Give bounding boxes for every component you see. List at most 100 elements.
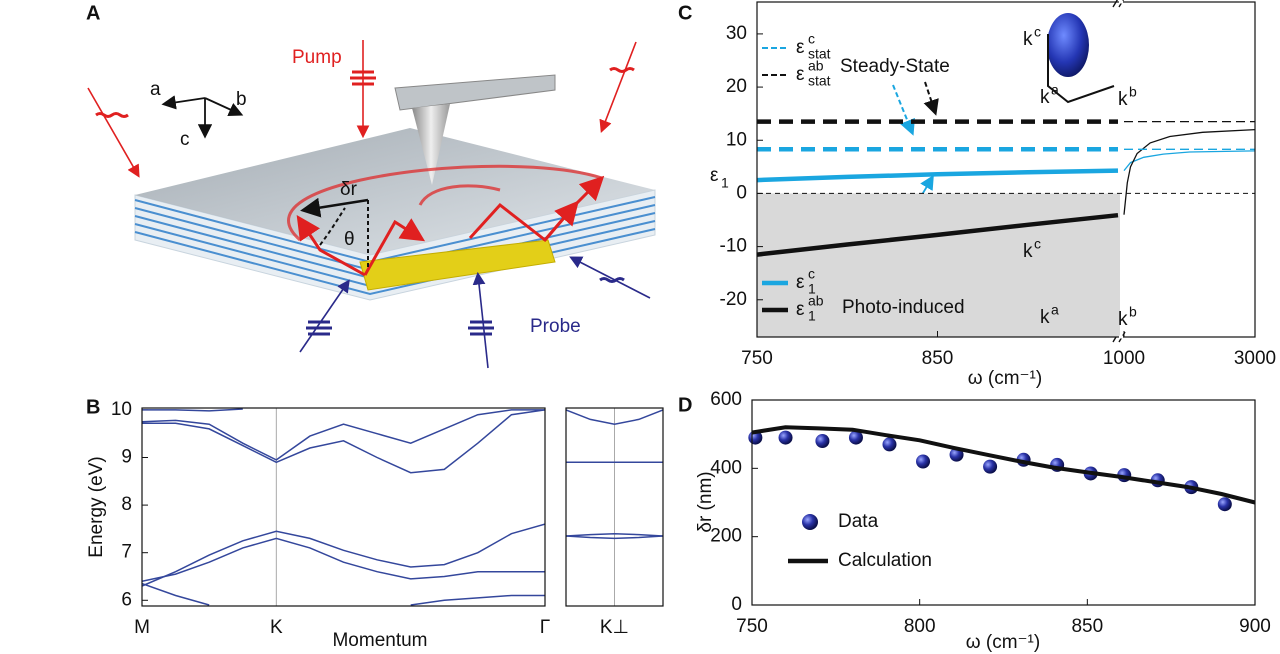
y-tick-label: 0 [731, 594, 742, 615]
axis-b-label: b [236, 89, 247, 110]
series-line [752, 425, 1255, 505]
panel-c [757, 119, 1255, 337]
inset-axis-label-sup: c [1034, 24, 1041, 40]
series-line [566, 532, 663, 537]
x-axis-label: ω (cm⁻¹) [968, 368, 1042, 389]
x-tick-label: Γ [540, 617, 550, 638]
inset-axis-label-sup: a [1051, 302, 1059, 318]
data-point [815, 434, 830, 448]
plot-frame [141, 407, 546, 607]
y-tick-label: 7 [121, 542, 132, 563]
x-tick-label: K [270, 617, 283, 638]
legend-label: ε [796, 299, 805, 320]
y-tick-label: 400 [710, 457, 742, 478]
probe-beams [299, 256, 651, 369]
data-point [916, 454, 931, 469]
panel-label: A [86, 2, 100, 24]
y-tick-label: 8 [121, 494, 132, 515]
y-tick-label: 6 [121, 589, 132, 610]
series-line [1123, 150, 1255, 172]
x-tick-label: 3000 [1234, 348, 1276, 369]
data-point [882, 437, 897, 452]
x-axis-label: Momentum [332, 630, 427, 651]
inset-axis-label-sup: b [1129, 304, 1137, 320]
series-line [566, 535, 663, 540]
y-tick-label: -20 [720, 289, 747, 310]
inset-axes [1047, 34, 1115, 104]
y-tick-label: 600 [710, 389, 742, 410]
x-tick-label: 750 [741, 348, 773, 369]
inset-axis-label-sup: b [1129, 84, 1137, 100]
data-point [778, 430, 793, 445]
legend-marker [802, 514, 818, 530]
x-tick-label: M [134, 617, 150, 638]
x-tick-label: K⊥ [600, 617, 629, 638]
tip [394, 74, 556, 185]
theta-label: θ [344, 229, 355, 250]
y-axis-label: δr (nm) [695, 471, 716, 532]
inset-axis-label: k [1118, 89, 1128, 110]
inset-axis-label-sup: a [1051, 82, 1059, 98]
x-tick-label: 750 [736, 616, 768, 637]
annotation: Photo-induced [842, 297, 965, 318]
series-line [757, 168, 1119, 183]
data-point [983, 459, 998, 474]
legend-label-sup: c [808, 266, 815, 282]
slab [134, 128, 656, 301]
panel-label: D [678, 394, 692, 416]
legend-label: Data [838, 511, 879, 532]
pump-beams [87, 40, 637, 178]
plot-frame [756, 1, 1256, 338]
series-line [142, 537, 545, 583]
inset-axis-label-sup: c [1034, 236, 1041, 252]
plot-frame [565, 407, 664, 607]
negative-region [757, 193, 1120, 337]
series-line [142, 582, 210, 606]
axis-c-label: c [180, 129, 190, 150]
x-tick-label: 1000 [1103, 348, 1145, 369]
series-line [142, 409, 545, 474]
series-line [757, 212, 1119, 257]
y-tick-label: 20 [726, 76, 747, 97]
data-point [848, 430, 863, 445]
y-tick-label: 9 [121, 447, 132, 468]
legend-label: ε [796, 37, 805, 58]
y-tick-label: 200 [710, 526, 742, 547]
plasmon-rays [287, 164, 605, 277]
series-line [410, 594, 545, 606]
schematic: A [86, 2, 656, 369]
legend-label: ε [796, 64, 805, 85]
pump-label: Pump [292, 47, 342, 68]
legend-label-sub: 1 [808, 308, 816, 324]
x-tick-label: 800 [904, 616, 936, 637]
inset-axis-label: k [1040, 87, 1050, 108]
probe-label: Probe [530, 316, 581, 337]
legend-label-sup: ab [808, 293, 824, 309]
annotation: Steady-State [840, 56, 950, 77]
axis-a-label: a [150, 79, 161, 100]
y-tick-label: 30 [726, 23, 747, 44]
plot-frame [751, 399, 1256, 606]
panel-label: B [86, 396, 100, 418]
legend-label: ε [796, 272, 805, 293]
panel-label: C [678, 2, 692, 24]
legend-label: Calculation [838, 550, 932, 571]
y-axis-label: Energy (eV) [86, 456, 107, 557]
legend-label-sup: ab [808, 58, 824, 74]
x-tick-label: 900 [1239, 616, 1271, 637]
series-line [142, 408, 243, 412]
inset-axis-label: k [1023, 29, 1033, 50]
legend-label-sup: c [808, 31, 815, 47]
y-axis-label-sub: 1 [721, 175, 729, 191]
y-axis-label: ε [710, 165, 719, 186]
series-line [142, 523, 545, 587]
data-point [1217, 497, 1232, 512]
series-line [1123, 128, 1255, 215]
y-tick-label: 0 [736, 182, 747, 203]
inset-axis-label: k [1040, 307, 1050, 328]
legend-label-sub: 1 [808, 281, 816, 297]
x-tick-label: 850 [922, 348, 954, 369]
inset-axis-label: k [1118, 309, 1128, 330]
fermi-ellipsoid [1047, 13, 1089, 77]
